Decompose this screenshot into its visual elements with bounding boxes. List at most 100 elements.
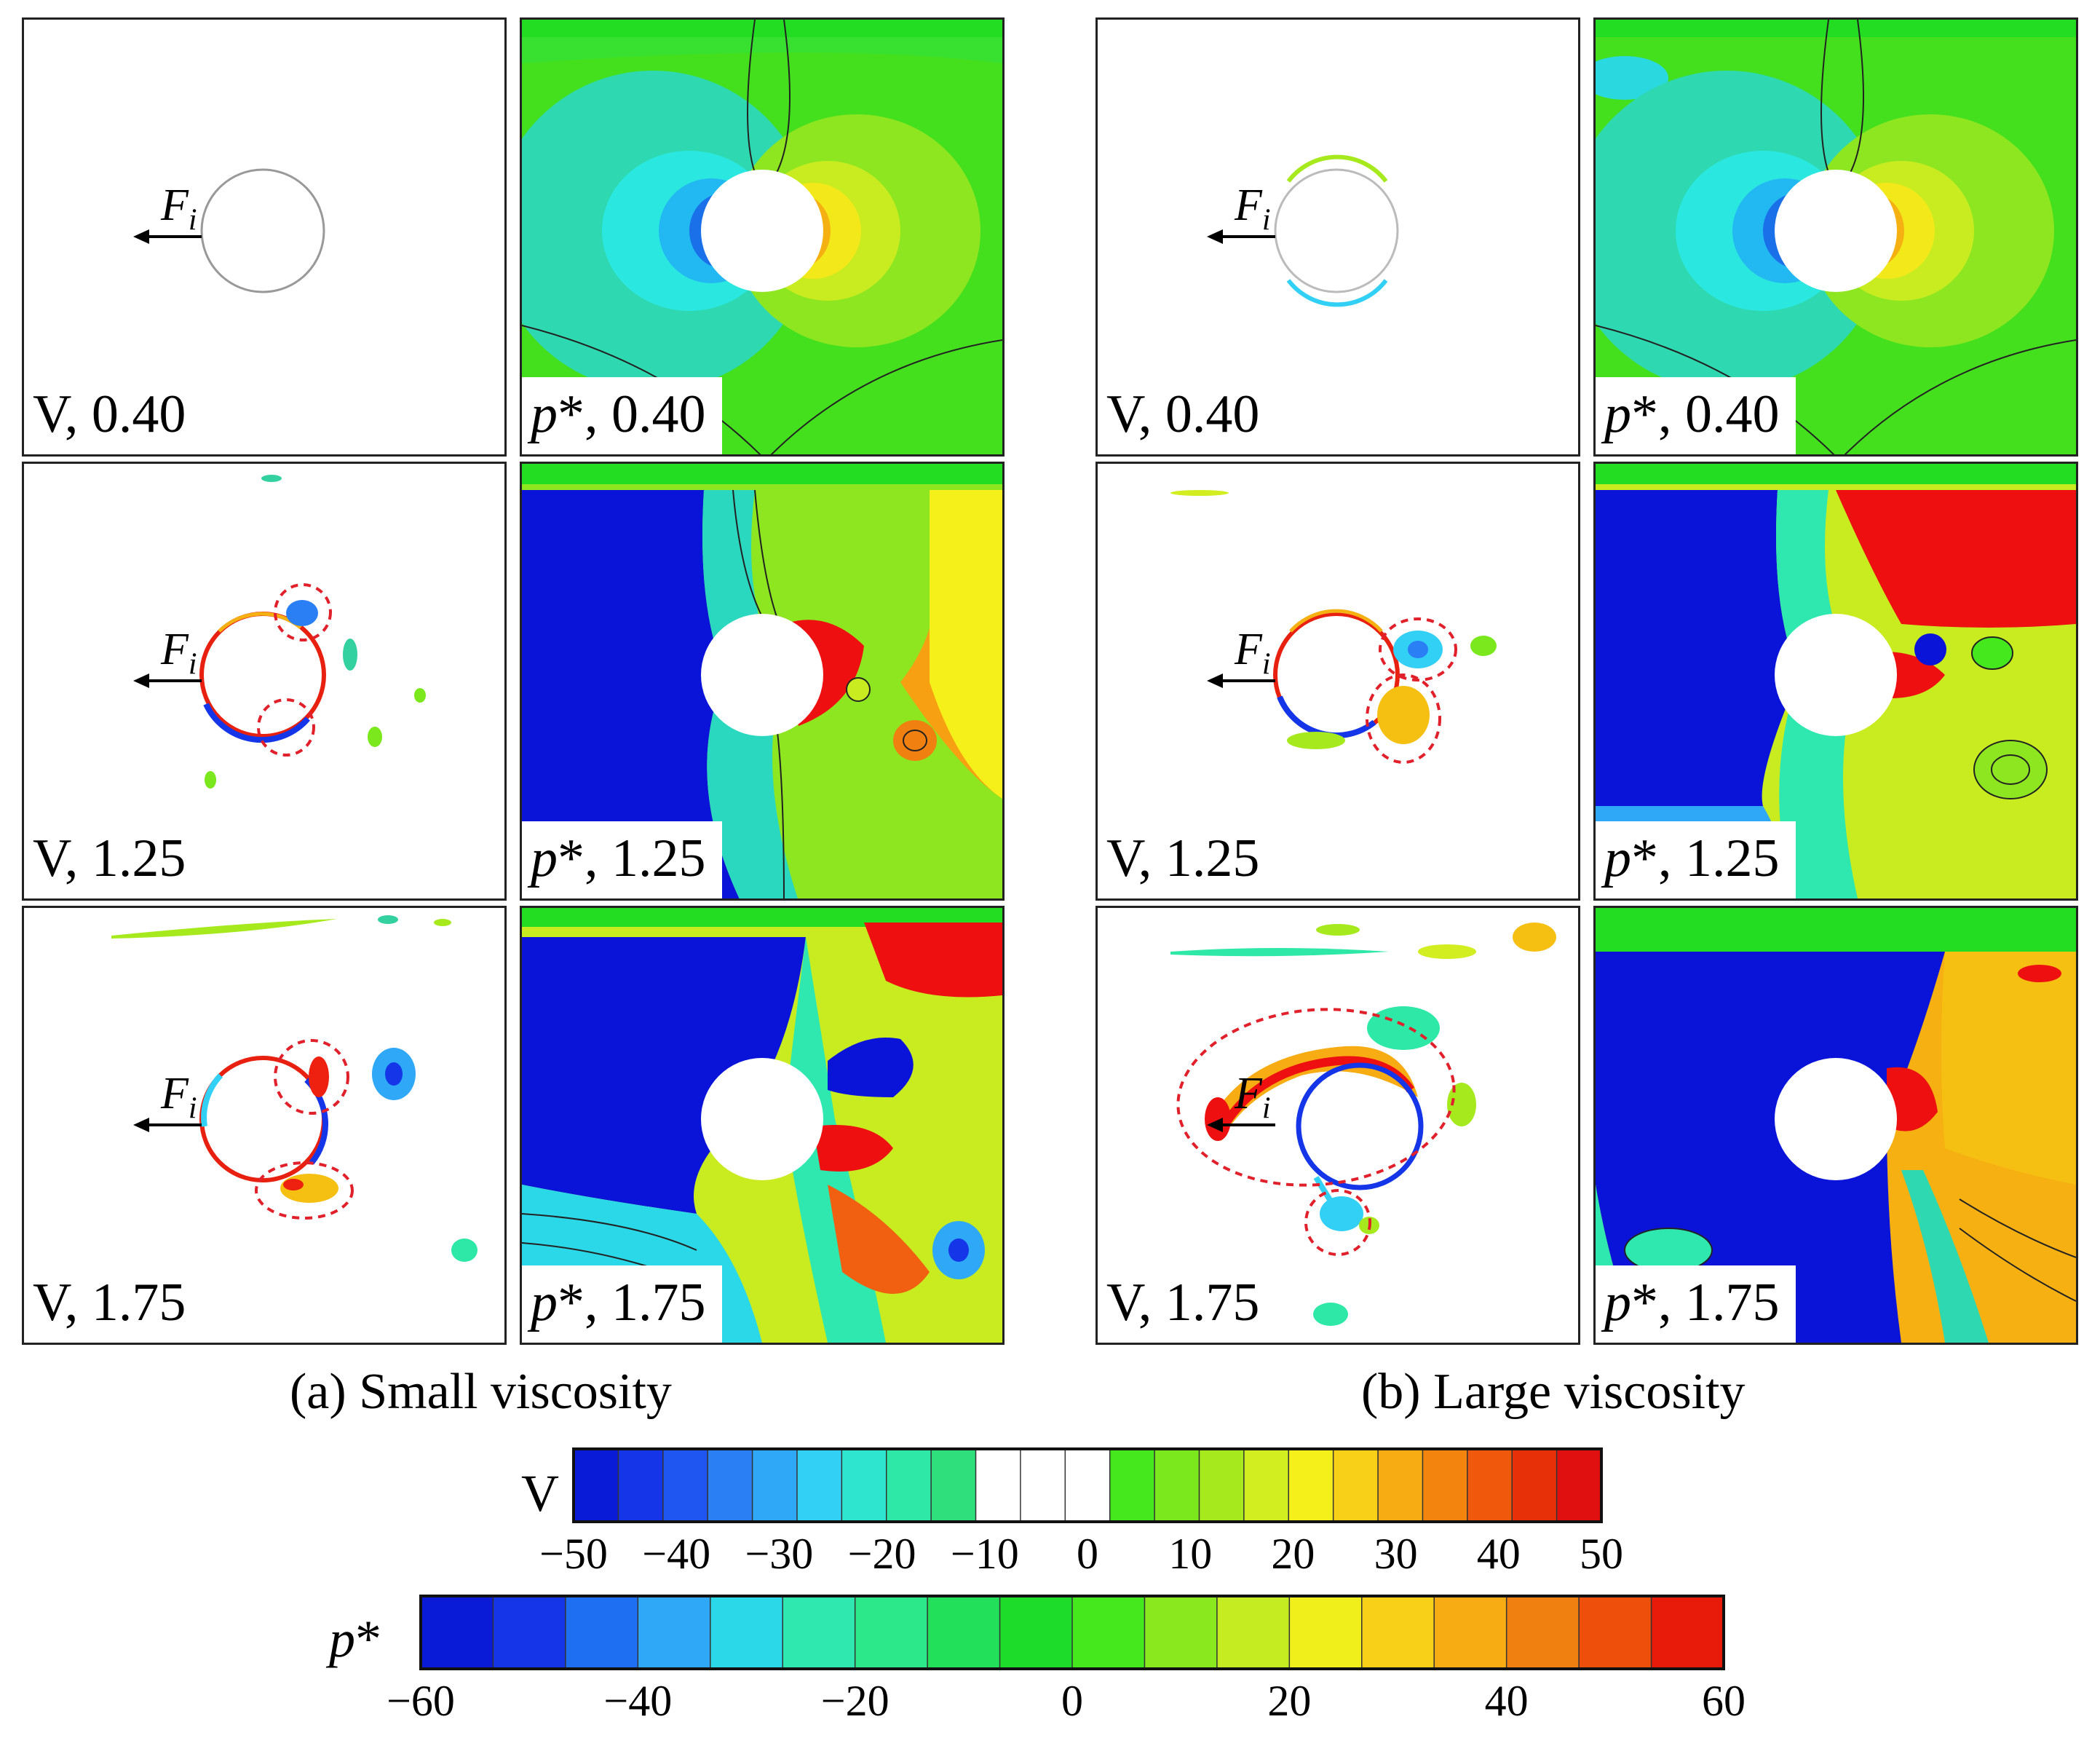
p-field-large-1 [1596, 464, 2076, 898]
v-panel-large-1: Fi V, 1.25 [1095, 462, 1580, 901]
colorbar-swatch [1511, 1448, 1558, 1522]
colorbar-swatch [1144, 1595, 1219, 1670]
v-colorbar-label: V [521, 1464, 559, 1522]
colorbar-tick-label: 60 [1702, 1677, 1746, 1725]
colorbar-swatch [1422, 1448, 1469, 1522]
colorbar-swatch [841, 1448, 887, 1522]
colorbar-swatch [885, 1448, 932, 1522]
colorbar-tick-label: 50 [1580, 1530, 1623, 1578]
colorbar-swatch [1433, 1595, 1507, 1670]
force-label: Fi [161, 181, 197, 237]
colorbar-swatch [662, 1448, 709, 1522]
v-panel-small-2: Fi V, 1.75 [22, 906, 507, 1345]
p-field-large-0 [1596, 20, 2076, 454]
colorbar-tick-label: −40 [642, 1530, 711, 1578]
colorbar-tick-label: 20 [1267, 1677, 1312, 1725]
colorbar-swatch [565, 1595, 639, 1670]
colorbar-swatch [927, 1595, 1001, 1670]
colorbar-swatch [1020, 1448, 1066, 1522]
colorbar-swatch [999, 1595, 1074, 1670]
colorbar-swatch [1288, 1448, 1334, 1522]
colorbar-swatch [975, 1448, 1022, 1522]
colorbar-swatch [1505, 1595, 1580, 1670]
p-panel-small-1: p*, 1.25 [520, 462, 1005, 901]
force-label: Fi [1235, 1069, 1271, 1126]
colorbar-swatch [1467, 1448, 1513, 1522]
p-field-small-1 [522, 464, 1002, 898]
colorbar-tick-label: 10 [1168, 1530, 1213, 1578]
colorbar-swatch [573, 1448, 619, 1522]
panel-label: p*, 1.75 [522, 1265, 722, 1343]
force-label: Fi [161, 1069, 197, 1126]
colorbar-swatch [1109, 1448, 1156, 1522]
p-panel-large-0: p*, 0.40 [1593, 17, 2078, 457]
colorbar-tick-label: −50 [539, 1530, 608, 1578]
colorbar-swatch [1064, 1448, 1111, 1522]
colorbar-swatch [1198, 1448, 1245, 1522]
p-panel-large-1: p*, 1.25 [1593, 462, 2078, 901]
caption-large: (b) Large viscosity [1361, 1364, 1746, 1420]
colorbar-tick-label: 40 [1476, 1530, 1521, 1578]
colorbar-swatch [1650, 1595, 1725, 1670]
p-field-small-0 [522, 20, 1002, 454]
v-field-small-2 [111, 915, 478, 1262]
p-colorbar-label: p* [329, 1610, 381, 1668]
colorbar-swatch [617, 1448, 665, 1522]
panel-label: p*, 1.75 [1596, 1265, 1796, 1343]
colorbar-swatch [1556, 1448, 1603, 1522]
colorbar-swatch [492, 1595, 567, 1670]
colorbar-border [572, 1447, 1603, 1523]
panel-label: p*, 0.40 [1596, 377, 1796, 454]
panel-label: p*, 1.25 [522, 821, 722, 898]
panel-label: V, 1.75 [1098, 1265, 1276, 1343]
caption-small: (a) Small viscosity [290, 1364, 672, 1420]
colorbar-tick-label: −30 [745, 1530, 814, 1578]
panel-label: V, 1.25 [1098, 821, 1276, 898]
v-field-large-2 [1170, 923, 1556, 1326]
colorbar-tick-label: 30 [1374, 1530, 1418, 1578]
colorbar-swatch [930, 1448, 977, 1522]
colorbar-swatch [1377, 1448, 1424, 1522]
colorbar-border [419, 1595, 1725, 1670]
v-panel-small-0: Fi V, 0.40 [22, 17, 507, 457]
colorbar-swatch [1154, 1448, 1200, 1522]
colorbar-swatch [420, 1595, 494, 1670]
v-field-small-0 [133, 168, 325, 293]
colorbar-swatch [710, 1595, 784, 1670]
colorbar-tick-label: 40 [1484, 1677, 1529, 1725]
colorbar-tick-label: −20 [820, 1677, 889, 1725]
colorbar-swatch [854, 1595, 929, 1670]
v-field-small-1 [133, 475, 426, 789]
colorbar-tick-label: −40 [603, 1677, 673, 1725]
v-colorbar [572, 1447, 1603, 1523]
colorbar-swatch [1578, 1595, 1652, 1670]
panel-label: V, 0.40 [1098, 377, 1276, 454]
p-panel-small-2: p*, 1.75 [520, 906, 1005, 1345]
p-panel-large-2: p*, 1.75 [1593, 906, 2078, 1345]
colorbar-tick-label: −10 [950, 1530, 1019, 1578]
v-panel-small-1: Fi V, 1.25 [22, 462, 507, 901]
colorbar-swatch [1288, 1595, 1363, 1670]
panel-label: p*, 1.25 [1596, 821, 1796, 898]
colorbar-swatch [1071, 1595, 1146, 1670]
panel-label: V, 1.25 [24, 821, 202, 898]
colorbar-tick-label: 0 [1061, 1677, 1083, 1725]
force-label: Fi [1235, 181, 1271, 237]
colorbar-swatch [1332, 1448, 1379, 1522]
colorbar-swatch [796, 1448, 843, 1522]
force-label: Fi [161, 625, 197, 682]
panel-label: p*, 0.40 [522, 377, 722, 454]
panel-label: V, 0.40 [24, 377, 202, 454]
v-field-large-0 [1207, 154, 1399, 307]
colorbar-swatch [707, 1448, 753, 1522]
v-field-large-1 [1170, 490, 1497, 764]
colorbar-swatch [1243, 1448, 1290, 1522]
colorbar-swatch [637, 1595, 712, 1670]
colorbar-swatch [782, 1595, 856, 1670]
colorbar-tick-label: −20 [847, 1530, 916, 1578]
p-colorbar [419, 1595, 1725, 1670]
panel-label: V, 1.75 [24, 1265, 202, 1343]
colorbar-swatch [751, 1448, 799, 1522]
colorbar-tick-label: 0 [1077, 1530, 1098, 1578]
colorbar-tick-label: 20 [1271, 1530, 1315, 1578]
